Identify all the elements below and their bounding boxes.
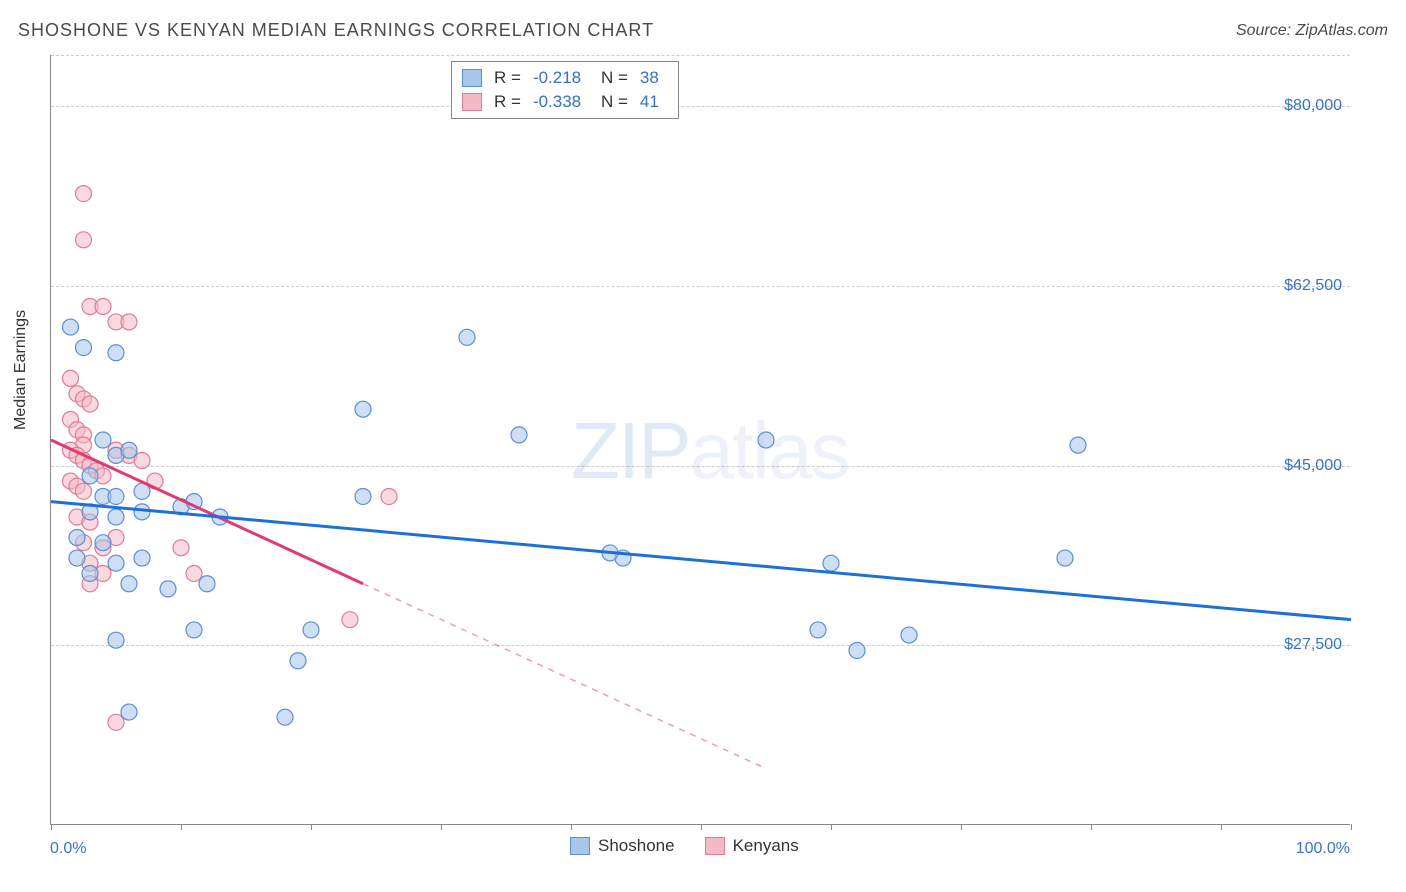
shoshone-point bbox=[108, 488, 124, 504]
chart-svg bbox=[51, 55, 1350, 824]
kenyans-point bbox=[95, 299, 111, 315]
x-tick bbox=[961, 824, 962, 830]
kenyans-point bbox=[186, 565, 202, 581]
x-tick bbox=[1091, 824, 1092, 830]
shoshone-point bbox=[355, 401, 371, 417]
stats-legend: R = -0.218 N = 38 R = -0.338 N = 41 bbox=[451, 61, 679, 119]
shoshone-point bbox=[134, 550, 150, 566]
kenyans-point bbox=[76, 232, 92, 248]
shoshone-point bbox=[108, 509, 124, 525]
shoshone-point bbox=[810, 622, 826, 638]
kenyans-point bbox=[134, 453, 150, 469]
series-legend: Shoshone Kenyans bbox=[570, 836, 799, 856]
shoshone-point bbox=[901, 627, 917, 643]
r-label: R = bbox=[494, 92, 521, 112]
shoshone-point bbox=[511, 427, 527, 443]
kenyans-swatch bbox=[462, 93, 482, 111]
shoshone-point bbox=[186, 622, 202, 638]
x-tick bbox=[831, 824, 832, 830]
kenyans-point bbox=[121, 314, 137, 330]
x-end-label: 100.0% bbox=[1296, 840, 1350, 858]
shoshone-point bbox=[108, 632, 124, 648]
x-tick bbox=[571, 824, 572, 830]
shoshone-point bbox=[69, 530, 85, 546]
kenyans-point bbox=[76, 483, 92, 499]
shoshone-point bbox=[95, 432, 111, 448]
shoshone-point bbox=[108, 345, 124, 361]
kenyans-point bbox=[173, 540, 189, 556]
shoshone-point bbox=[76, 340, 92, 356]
shoshone-point bbox=[199, 576, 215, 592]
legend-item-kenyans: Kenyans bbox=[705, 836, 799, 856]
shoshone-point bbox=[121, 576, 137, 592]
shoshone-swatch bbox=[462, 69, 482, 87]
x-start-label: 0.0% bbox=[50, 840, 86, 858]
legend-swatch bbox=[705, 837, 725, 855]
shoshone-point bbox=[121, 442, 137, 458]
kenyans-point bbox=[342, 612, 358, 628]
n-value: 38 bbox=[640, 68, 668, 88]
shoshone-trendline bbox=[51, 502, 1351, 620]
n-label: N = bbox=[601, 92, 628, 112]
source-label: Source: ZipAtlas.com bbox=[1236, 22, 1388, 40]
x-tick bbox=[701, 824, 702, 830]
shoshone-point bbox=[121, 704, 137, 720]
shoshone-point bbox=[82, 468, 98, 484]
n-value: 41 bbox=[640, 92, 668, 112]
r-value: -0.218 bbox=[533, 68, 589, 88]
kenyans-point bbox=[76, 186, 92, 202]
legend-label: Kenyans bbox=[733, 836, 799, 856]
x-tick bbox=[51, 824, 52, 830]
shoshone-point bbox=[303, 622, 319, 638]
shoshone-point bbox=[1057, 550, 1073, 566]
shoshone-point bbox=[63, 319, 79, 335]
kenyans-point bbox=[63, 370, 79, 386]
shoshone-point bbox=[758, 432, 774, 448]
shoshone-point bbox=[277, 709, 293, 725]
y-tick-label: $45,000 bbox=[1284, 457, 1342, 475]
y-tick-label: $27,500 bbox=[1284, 636, 1342, 654]
shoshone-point bbox=[849, 642, 865, 658]
plot-area: ZIPatlas R =-0.218N =38R =-0.338N =41 $2… bbox=[50, 55, 1350, 825]
kenyans-point bbox=[108, 714, 124, 730]
legend-label: Shoshone bbox=[598, 836, 675, 856]
kenyans-point bbox=[381, 488, 397, 504]
shoshone-point bbox=[160, 581, 176, 597]
y-axis-label: Median Earnings bbox=[12, 310, 30, 430]
x-tick bbox=[1221, 824, 1222, 830]
shoshone-point bbox=[69, 550, 85, 566]
kenyans-point bbox=[82, 396, 98, 412]
shoshone-point bbox=[823, 555, 839, 571]
x-tick bbox=[1351, 824, 1352, 830]
legend-item-shoshone: Shoshone bbox=[570, 836, 675, 856]
y-tick-label: $62,500 bbox=[1284, 277, 1342, 295]
x-tick bbox=[181, 824, 182, 830]
shoshone-point bbox=[82, 565, 98, 581]
shoshone-point bbox=[108, 555, 124, 571]
n-label: N = bbox=[601, 68, 628, 88]
y-tick-label: $80,000 bbox=[1284, 97, 1342, 115]
r-value: -0.338 bbox=[533, 92, 589, 112]
shoshone-point bbox=[290, 653, 306, 669]
x-tick bbox=[441, 824, 442, 830]
kenyans-trendline-extrapolated bbox=[363, 584, 766, 769]
chart-title: SHOSHONE VS KENYAN MEDIAN EARNINGS CORRE… bbox=[18, 20, 654, 41]
r-label: R = bbox=[494, 68, 521, 88]
x-tick bbox=[311, 824, 312, 830]
shoshone-point bbox=[95, 535, 111, 551]
shoshone-point bbox=[459, 329, 475, 345]
legend-swatch bbox=[570, 837, 590, 855]
shoshone-point bbox=[1070, 437, 1086, 453]
stats-legend-row-kenyans: R = -0.338 N = 41 bbox=[462, 90, 668, 114]
stats-legend-row-shoshone: R = -0.218 N = 38 bbox=[462, 66, 668, 90]
shoshone-point bbox=[355, 488, 371, 504]
